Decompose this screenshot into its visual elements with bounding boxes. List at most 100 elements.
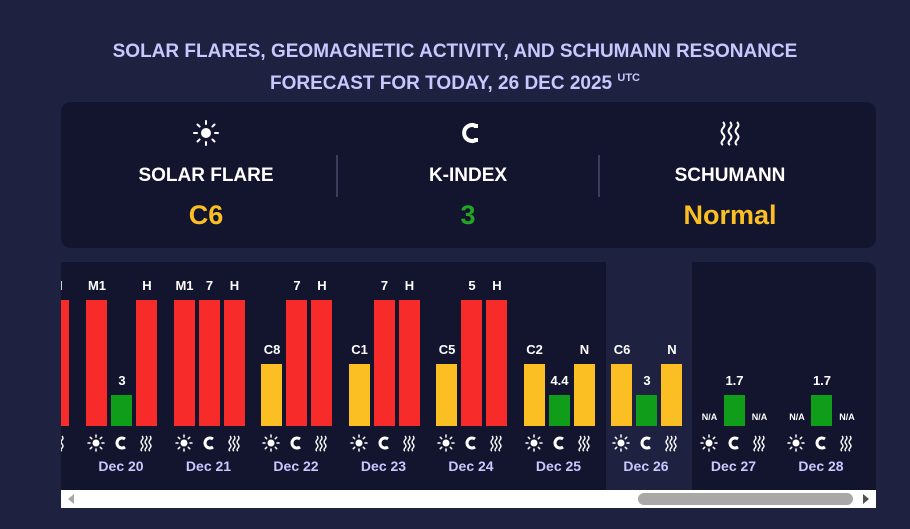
magnet-icon bbox=[112, 434, 130, 452]
value-label: 5 bbox=[468, 278, 476, 293]
sun-icon bbox=[437, 434, 455, 452]
sun-icon bbox=[87, 434, 105, 452]
value-label: 7 bbox=[293, 278, 301, 293]
bar-schumann[interactable] bbox=[223, 300, 245, 426]
waves-icon bbox=[575, 434, 593, 452]
bar-kindex[interactable] bbox=[548, 395, 570, 426]
value-label: H bbox=[317, 278, 327, 293]
value-label: 1.7 bbox=[812, 373, 832, 388]
magnet-icon bbox=[725, 434, 743, 452]
waves-icon bbox=[750, 434, 768, 452]
waves-icon bbox=[400, 434, 418, 452]
schumann-label: SCHUMANN bbox=[674, 165, 786, 186]
magnet-icon bbox=[550, 434, 568, 452]
sun-icon bbox=[787, 434, 805, 452]
waves-icon bbox=[312, 434, 330, 452]
value-label: 1.7 bbox=[725, 373, 744, 388]
bar-kindex[interactable] bbox=[723, 395, 745, 426]
sun-icon bbox=[174, 434, 193, 452]
value-label: 3 bbox=[643, 373, 651, 388]
triangle-right-icon[interactable] bbox=[860, 493, 872, 505]
magnet-icon bbox=[200, 434, 218, 452]
solar-flare-value: C6 bbox=[188, 200, 224, 230]
bar-solar[interactable] bbox=[523, 364, 545, 426]
bar-schumann[interactable] bbox=[398, 300, 420, 426]
bar-kindex[interactable] bbox=[636, 395, 657, 426]
date-label: Dec 26 bbox=[623, 458, 669, 474]
horizontal-scrollbar[interactable] bbox=[61, 490, 876, 508]
bar-schumann[interactable] bbox=[311, 300, 332, 426]
value-label: N bbox=[667, 342, 677, 357]
divider bbox=[336, 155, 338, 197]
magnet-icon bbox=[812, 434, 830, 452]
triangle-left-icon[interactable] bbox=[65, 493, 77, 505]
value-label: C2 bbox=[526, 342, 543, 357]
sun-icon bbox=[699, 434, 718, 452]
schumann-summary: SCHUMANN Normal bbox=[600, 102, 860, 248]
bar-solar[interactable] bbox=[611, 364, 632, 426]
value-label: M1 bbox=[87, 278, 107, 293]
bar-schumann[interactable] bbox=[136, 300, 157, 426]
bar-kindex[interactable] bbox=[461, 300, 482, 426]
bar-solar[interactable] bbox=[436, 364, 457, 426]
date-label: Dec 20 bbox=[98, 458, 144, 474]
magnet-icon bbox=[637, 434, 655, 452]
bar-solar[interactable] bbox=[86, 300, 107, 426]
date-label: Dec 22 bbox=[273, 458, 319, 474]
value-label: N/A bbox=[789, 412, 805, 422]
waves-icon bbox=[720, 121, 740, 146]
magnet-icon bbox=[287, 434, 305, 452]
value-label: 4.4 bbox=[550, 373, 569, 388]
value-label: H bbox=[142, 278, 152, 293]
value-label: C1 bbox=[351, 342, 368, 357]
waves-icon bbox=[487, 434, 505, 452]
bar-kindex[interactable] bbox=[198, 300, 220, 426]
schumann-value: Normal bbox=[683, 200, 777, 230]
sun-icon bbox=[193, 120, 219, 146]
sun-icon bbox=[262, 434, 280, 452]
waves-icon bbox=[837, 434, 855, 452]
title-date: FORECAST FOR TODAY, 26 DEC 2025 bbox=[270, 73, 613, 94]
bar-schumann[interactable] bbox=[486, 300, 507, 426]
bar-schumann[interactable] bbox=[573, 364, 595, 426]
date-label: Dec 27 bbox=[710, 458, 757, 474]
bar-solar[interactable] bbox=[348, 364, 370, 426]
bar-solar[interactable] bbox=[173, 300, 195, 426]
bar-solar[interactable] bbox=[261, 364, 282, 426]
scrollbar-thumb[interactable] bbox=[638, 493, 853, 505]
bar-kindex[interactable] bbox=[286, 300, 307, 426]
bar-kindex[interactable] bbox=[373, 300, 395, 426]
bar-kindex[interactable] bbox=[811, 395, 832, 426]
value-label: H bbox=[229, 278, 240, 293]
value-label: N/A bbox=[751, 412, 768, 422]
title-utc: UTC bbox=[617, 72, 640, 84]
waves-icon bbox=[61, 434, 67, 452]
title-line-1: SOLAR FLARES, GEOMAGNETIC ACTIVITY, AND … bbox=[112, 41, 798, 62]
value-label: C5 bbox=[438, 342, 456, 357]
value-label: 7 bbox=[380, 278, 389, 293]
date-label: Dec 28 bbox=[798, 458, 844, 474]
divider bbox=[598, 155, 600, 197]
value-label: N bbox=[579, 342, 590, 357]
forecast-summary: SOLAR FLARE C6 K-INDEX 3 SCHUMANN Normal bbox=[61, 102, 876, 248]
date-label: Dec 23 bbox=[360, 458, 407, 474]
value-label: C8 bbox=[263, 342, 281, 357]
value-label: M1 bbox=[175, 278, 194, 293]
waves-icon bbox=[662, 434, 680, 452]
date-label: Dec 24 bbox=[448, 458, 494, 474]
bar-kindex[interactable] bbox=[111, 395, 132, 426]
title-line-2: FORECAST FOR TODAY, 26 DEC 2025 UTC bbox=[0, 65, 910, 97]
bar-schumann[interactable] bbox=[661, 364, 682, 426]
magnet-icon bbox=[462, 123, 478, 143]
sun-icon bbox=[349, 434, 368, 452]
date-label: Dec 21 bbox=[185, 458, 232, 474]
magnet-icon bbox=[375, 434, 393, 452]
value-label: H bbox=[404, 278, 415, 293]
value-label: H bbox=[492, 278, 502, 293]
solar-flare-summary: SOLAR FLARE C6 bbox=[76, 102, 336, 248]
sun-icon bbox=[612, 434, 630, 452]
value-label: 3 bbox=[118, 373, 126, 388]
bar-schumann-partial bbox=[61, 300, 69, 426]
k-index-label: K-INDEX bbox=[428, 165, 508, 186]
